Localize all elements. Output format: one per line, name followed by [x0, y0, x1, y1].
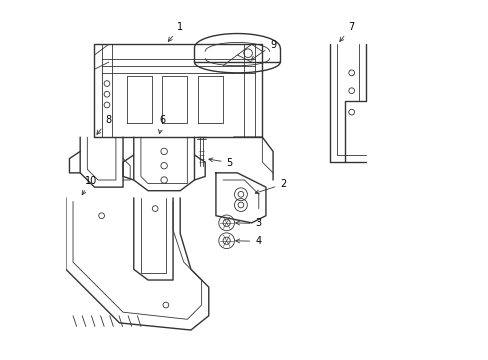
Text: 1: 1: [168, 22, 183, 41]
Text: 6: 6: [158, 115, 165, 134]
Text: 9: 9: [251, 40, 276, 60]
Text: 4: 4: [235, 236, 261, 246]
Text: 10: 10: [82, 176, 97, 195]
Text: 5: 5: [208, 158, 232, 168]
Text: 2: 2: [255, 179, 286, 194]
Text: 8: 8: [97, 115, 112, 134]
Text: 3: 3: [235, 219, 261, 229]
Text: 7: 7: [339, 22, 354, 41]
